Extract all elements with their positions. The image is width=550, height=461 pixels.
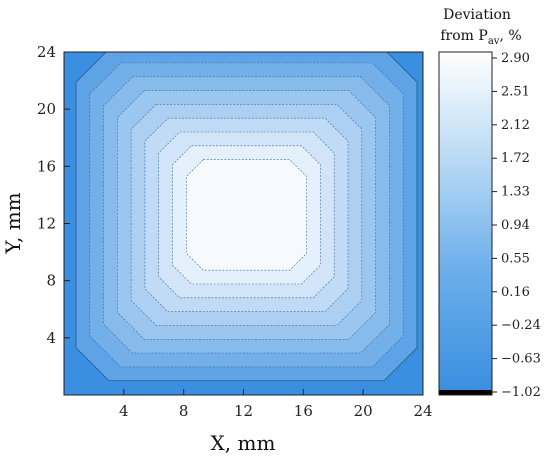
contour-line — [144, 117, 349, 312]
colorbar-ticks: 2.90 2.51 2.12 1.72 1.33 0.94 0.55 0.16 −0.24 −0.… — [492, 51, 541, 400]
colorbar-tick-label: −1.02 — [501, 385, 541, 400]
x-tick-label: 4 — [119, 402, 129, 420]
y-axis: 4 8 12 16 20 24 — [37, 43, 70, 347]
colorbar-tick-label: 2.12 — [501, 118, 530, 133]
contour-band — [186, 159, 307, 271]
x-tick-label: 20 — [354, 402, 373, 420]
contour-line — [130, 104, 363, 326]
colorbar-tick-label: 0.94 — [501, 218, 530, 233]
y-tick-label: 20 — [37, 100, 56, 118]
contour-line — [103, 76, 390, 354]
colorbar-tick-label: 1.33 — [501, 185, 530, 200]
colorbar-frame — [438, 51, 493, 396]
colorbar-tick-label: 0.55 — [501, 251, 530, 266]
colorbar-title-line1: Deviation — [443, 7, 511, 23]
contour-fills — [76, 52, 417, 381]
colorbar-bottom-band — [439, 390, 492, 395]
contour-line — [75, 52, 418, 382]
contour-line — [172, 145, 321, 285]
contour-line — [158, 131, 335, 299]
y-tick-label: 4 — [46, 329, 56, 347]
colorbar — [439, 52, 492, 392]
y-tick-label: 12 — [37, 215, 56, 233]
contour-lines — [75, 52, 418, 382]
colorbar-tick-label: −0.24 — [501, 318, 541, 333]
x-tick-label: 24 — [413, 402, 432, 420]
contour-line — [186, 159, 308, 271]
x-tick-label: 12 — [234, 402, 253, 420]
contour-line — [89, 62, 404, 368]
x-tick-label: 16 — [294, 402, 313, 420]
x-tick-label: 8 — [179, 402, 189, 420]
colorbar-tick-label: −0.63 — [501, 352, 541, 367]
y-axis-title: Y, mm — [1, 192, 25, 254]
colorbar-tick-label: 2.51 — [501, 84, 530, 99]
y-tick-label: 16 — [37, 157, 56, 175]
colorbar-tick-label: 0.16 — [501, 285, 530, 300]
y-tick-label: 8 — [46, 272, 56, 290]
x-axis: 4 8 12 16 20 24 — [119, 389, 433, 420]
colorbar-tick-label: 1.72 — [501, 151, 530, 166]
colorbar-title-line2: from Pav, % — [440, 28, 521, 47]
colorbar-tick-label: 2.90 — [501, 51, 530, 66]
contour-line — [117, 90, 376, 340]
x-axis-title: X, mm — [211, 431, 276, 455]
y-tick-label: 24 — [37, 43, 56, 61]
